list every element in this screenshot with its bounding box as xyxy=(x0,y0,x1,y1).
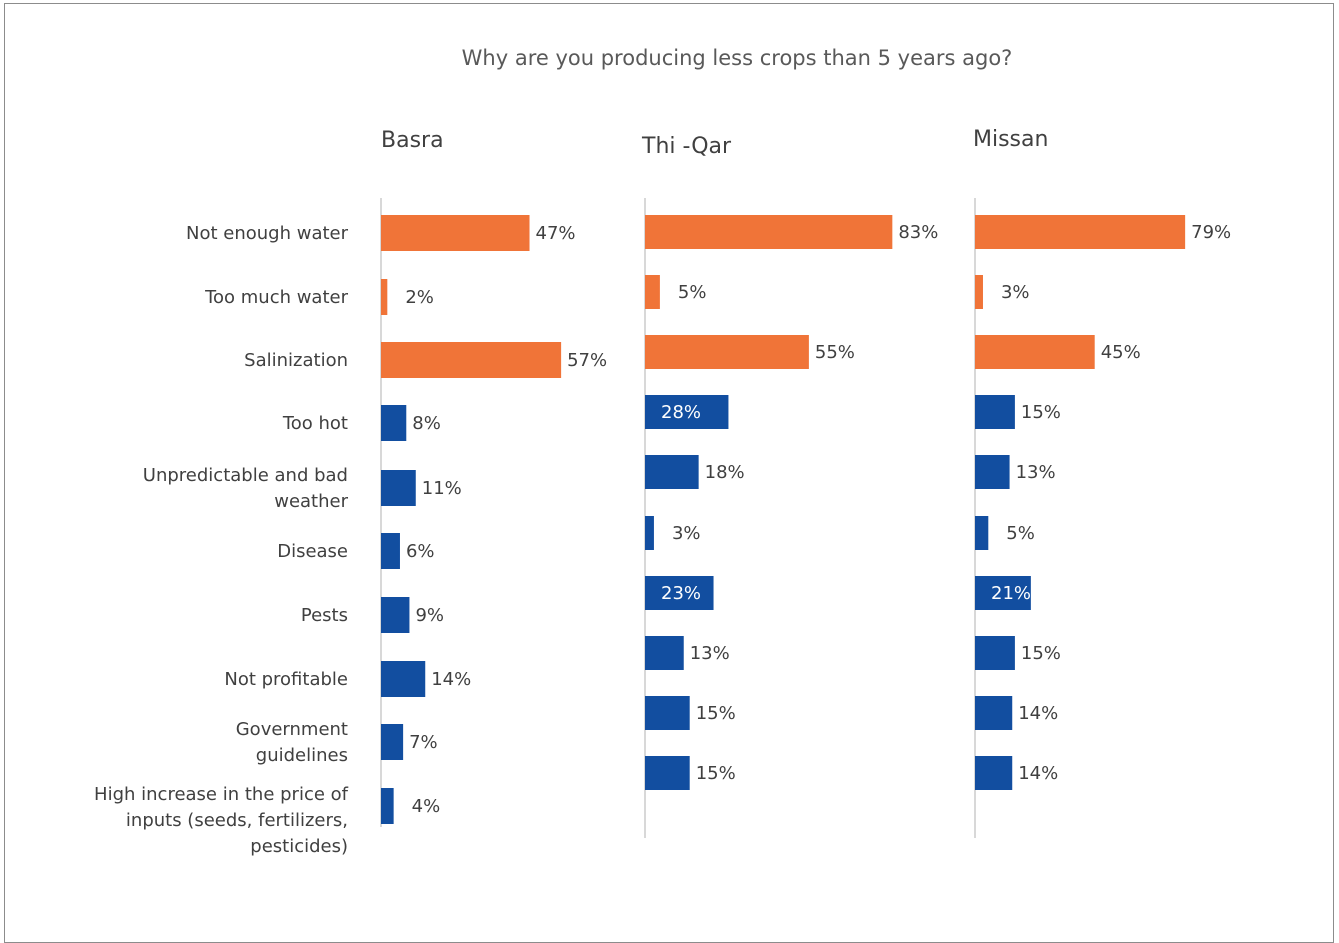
data-label-missan-government-guidelines: 14% xyxy=(1018,703,1058,724)
data-label-thi-qar-government-guidelines: 15% xyxy=(696,703,736,724)
category-label-too-much-water: Too much water xyxy=(204,287,349,308)
data-label-basra-high-increase-in-the-price-of-inputs-seeds-fertilizers-pesticides: 4% xyxy=(412,796,441,817)
data-label-basra-too-much-water: 2% xyxy=(405,287,434,308)
data-label-missan-pests: 21% xyxy=(991,583,1031,604)
data-label-basra-unpredictable-and-bad-weather: 11% xyxy=(422,478,462,499)
bar-basra-high-increase-in-the-price-of-inputs-seeds-fertilizers-pesticides xyxy=(381,788,394,824)
data-label-missan-not-profitable: 15% xyxy=(1021,643,1061,664)
data-label-thi-qar-too-hot: 28% xyxy=(661,402,701,423)
data-label-thi-qar-disease: 3% xyxy=(672,523,701,544)
data-label-thi-qar-salinization: 55% xyxy=(815,342,855,363)
data-label-thi-qar-not-enough-water: 83% xyxy=(898,222,938,243)
bar-basra-too-hot xyxy=(381,405,407,441)
data-label-basra-not-enough-water: 47% xyxy=(536,223,576,244)
data-label-missan-too-much-water: 3% xyxy=(1001,282,1030,303)
bar-missan-not-enough-water xyxy=(975,215,1186,249)
data-label-missan-salinization: 45% xyxy=(1101,342,1141,363)
category-label-too-hot: Too hot xyxy=(282,413,348,434)
chart-title: Why are you producing less crops than 5 … xyxy=(462,46,1013,70)
bar-thi-qar-unpredictable-and-bad-weather xyxy=(645,455,699,489)
data-label-missan-unpredictable-and-bad-weather: 13% xyxy=(1016,462,1056,483)
data-label-basra-pests: 9% xyxy=(415,605,444,626)
bar-missan-unpredictable-and-bad-weather xyxy=(975,455,1010,489)
panel-title-basra: Basra xyxy=(381,128,444,153)
category-label-government-guidelines: Government guidelines xyxy=(236,719,348,766)
bar-basra-not-profitable xyxy=(381,661,426,697)
panel-basra: Basra 47% 2% 57% 8% 11% 6% 9% 14% 7% 4% xyxy=(380,128,607,827)
bar-missan-pests xyxy=(975,576,1031,610)
data-label-basra-not-profitable: 14% xyxy=(431,669,471,690)
bar-basra-too-much-water xyxy=(381,279,388,315)
data-label-thi-qar-unpredictable-and-bad-weather: 18% xyxy=(705,462,745,483)
bar-thi-qar-government-guidelines xyxy=(645,696,690,730)
data-label-thi-qar-high-increase-in-the-price-of-inputs-seeds-fertilizers-pesticides: 15% xyxy=(696,763,736,784)
category-label-disease: Disease xyxy=(277,541,348,562)
data-label-missan-high-increase-in-the-price-of-inputs-seeds-fertilizers-pesticides: 14% xyxy=(1018,763,1058,784)
panel-missan: Missan 79% 3% 45% 15% 13% 5% 21% 15% 14% 14% xyxy=(973,127,1231,838)
category-label-high-increase-in-the-price-of-inputs-seeds-fertilizers-pesticides: High increase in the price of inputs (see… xyxy=(94,784,349,857)
bar-basra-salinization xyxy=(381,342,562,378)
bar-thi-qar-salinization xyxy=(645,335,809,369)
bar-thi-qar-too-hot xyxy=(645,395,729,429)
bar-thi-qar-disease xyxy=(645,516,654,550)
bar-thi-qar-not-enough-water xyxy=(645,215,893,249)
bar-missan-government-guidelines xyxy=(975,696,1013,730)
category-label-not-enough-water: Not enough water xyxy=(186,223,349,244)
panel-thi-qar: Thi -Qar 83% 5% 55% 28% 18% 3% 23% 13% 15% 15% xyxy=(641,134,938,838)
panels: Basra 47% 2% 57% 8% 11% 6% 9% 14% 7% 4% Thi -Qar 83%… xyxy=(380,127,1231,838)
bar-basra-government-guidelines xyxy=(381,724,404,760)
data-label-missan-disease: 5% xyxy=(1006,523,1035,544)
category-label-not-profitable: Not profitable xyxy=(224,669,348,690)
data-label-basra-government-guidelines: 7% xyxy=(409,732,438,753)
category-label-unpredictable-and-bad-weather: Unpredictable and bad weather xyxy=(143,465,349,512)
bar-thi-qar-too-much-water xyxy=(645,275,660,309)
bar-missan-too-much-water xyxy=(975,275,983,309)
bar-thi-qar-not-profitable xyxy=(645,636,684,670)
data-label-thi-qar-pests: 23% xyxy=(661,583,701,604)
bar-thi-qar-high-increase-in-the-price-of-inputs-seeds-fertilizers-pesticides xyxy=(645,756,690,790)
bar-basra-disease xyxy=(381,533,400,569)
data-label-missan-not-enough-water: 79% xyxy=(1191,222,1231,243)
panel-title-thi-qar: Thi -Qar xyxy=(641,134,732,159)
bar-basra-unpredictable-and-bad-weather xyxy=(381,470,416,506)
bar-missan-salinization xyxy=(975,335,1095,369)
data-label-basra-salinization: 57% xyxy=(567,350,607,371)
bar-thi-qar-pests xyxy=(645,576,714,610)
category-label-pests: Pests xyxy=(301,605,348,626)
bar-basra-pests xyxy=(381,597,410,633)
panel-title-missan: Missan xyxy=(973,127,1048,152)
bar-basra-not-enough-water xyxy=(381,215,530,251)
bar-missan-too-hot xyxy=(975,395,1015,429)
data-label-basra-disease: 6% xyxy=(406,541,435,562)
category-label-salinization: Salinization xyxy=(244,350,348,371)
data-label-thi-qar-not-profitable: 13% xyxy=(690,643,730,664)
data-label-missan-too-hot: 15% xyxy=(1021,402,1061,423)
bar-missan-high-increase-in-the-price-of-inputs-seeds-fertilizers-pesticides xyxy=(975,756,1013,790)
bar-missan-disease xyxy=(975,516,989,550)
bar-missan-not-profitable xyxy=(975,636,1015,670)
data-label-basra-too-hot: 8% xyxy=(412,413,441,434)
category-labels: Not enough water Too much water Salinizati… xyxy=(94,223,349,857)
data-label-thi-qar-too-much-water: 5% xyxy=(678,282,707,303)
